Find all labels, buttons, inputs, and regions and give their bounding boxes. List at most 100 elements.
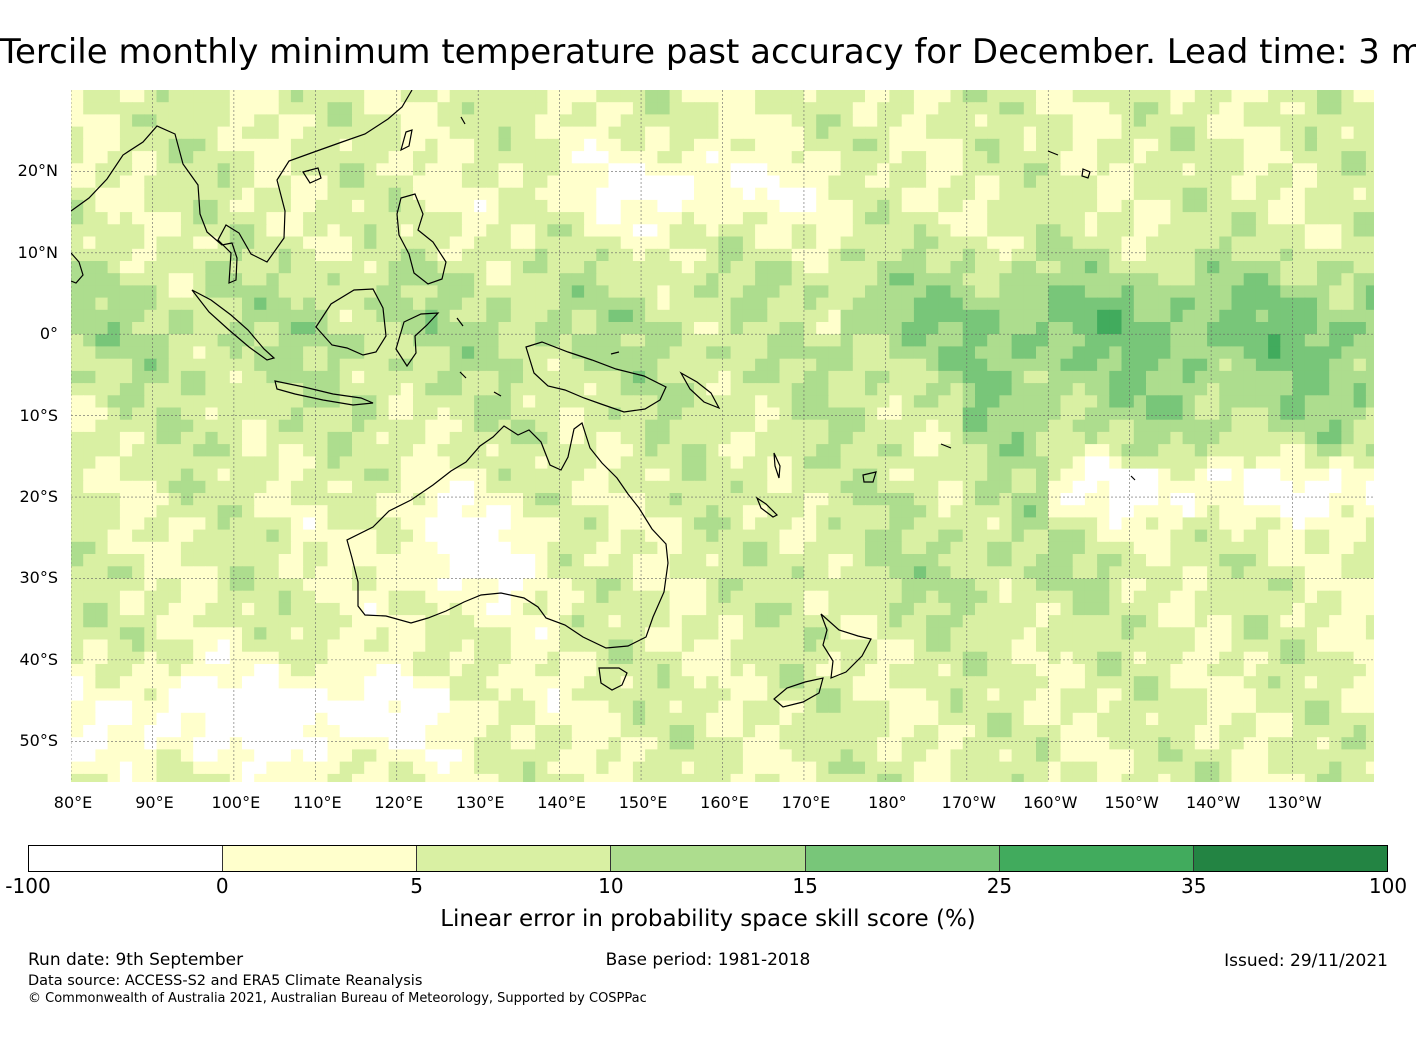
skill-cell xyxy=(327,639,341,653)
skill-cell xyxy=(413,102,426,115)
skill-cell xyxy=(681,554,695,567)
skill-cell xyxy=(865,261,878,274)
skill-cell xyxy=(1170,175,1184,189)
skill-cell xyxy=(816,407,829,421)
skill-cell xyxy=(1365,102,1374,115)
skill-cell xyxy=(840,163,854,177)
skill-cell xyxy=(1317,358,1330,372)
skill-cell xyxy=(1280,493,1294,506)
skill-cell xyxy=(1109,529,1123,543)
skill-cell xyxy=(1072,627,1086,641)
skill-cell xyxy=(327,566,341,580)
skill-cell xyxy=(254,529,267,543)
skill-cell xyxy=(474,456,487,470)
skill-cell xyxy=(132,627,145,641)
skill-cell xyxy=(1292,285,1306,299)
skill-cell xyxy=(584,163,597,177)
skill-cell xyxy=(1341,419,1355,433)
skill-cell xyxy=(681,480,695,494)
skill-cell xyxy=(278,285,292,299)
skill-cell xyxy=(461,456,475,470)
skill-cell xyxy=(706,187,719,201)
skill-cell xyxy=(71,175,84,189)
skill-cell xyxy=(828,126,842,140)
skill-cell xyxy=(1048,236,1062,250)
skill-cell xyxy=(669,273,683,286)
skill-cell xyxy=(1011,346,1025,360)
skill-cell xyxy=(816,566,829,580)
skill-cell xyxy=(144,358,158,372)
skill-cell xyxy=(645,541,658,555)
skill-cell xyxy=(1146,248,1159,262)
skill-cell xyxy=(510,444,524,457)
skill-cell xyxy=(132,248,145,262)
skill-cell xyxy=(559,358,573,372)
skill-cell xyxy=(1341,297,1355,311)
skill-cell xyxy=(1365,248,1374,262)
skill-cell xyxy=(571,578,585,592)
skill-cell xyxy=(1072,346,1086,360)
skill-cell xyxy=(889,395,903,409)
skill-cell xyxy=(144,651,158,665)
skill-cell xyxy=(352,199,365,213)
skill-cell xyxy=(681,651,695,665)
skill-cell xyxy=(987,615,1000,628)
skill-cell xyxy=(608,114,622,128)
skill-cell xyxy=(913,309,927,323)
skill-cell xyxy=(95,236,109,250)
skill-cell xyxy=(999,248,1013,262)
skill-cell xyxy=(1084,370,1098,384)
skill-cell xyxy=(1072,285,1086,299)
skill-cell xyxy=(1097,199,1110,213)
skill-cell xyxy=(1329,602,1342,616)
skill-cell xyxy=(254,590,267,604)
skill-cell xyxy=(1304,431,1318,445)
skill-cell xyxy=(620,541,634,555)
skill-cell xyxy=(1329,90,1342,103)
skill-cell xyxy=(1158,151,1171,164)
skill-cell xyxy=(803,346,817,360)
skill-cell xyxy=(474,529,487,543)
skill-cell xyxy=(437,627,451,641)
skill-cell xyxy=(107,590,121,604)
skill-cell xyxy=(352,493,365,506)
skill-cell xyxy=(242,236,255,250)
skill-cell xyxy=(755,602,768,616)
skill-cell xyxy=(461,419,475,433)
skill-cell xyxy=(840,431,854,445)
skill-cell xyxy=(1072,199,1086,213)
skill-cell xyxy=(632,639,646,653)
skill-cell xyxy=(1158,419,1171,433)
skill-cell xyxy=(1255,554,1269,567)
skill-cell xyxy=(425,151,439,164)
skill-cell xyxy=(352,602,365,616)
skill-cell xyxy=(339,651,353,665)
skill-cell xyxy=(388,175,402,189)
skill-cell xyxy=(119,285,133,299)
skill-cell xyxy=(437,651,451,665)
skill-cell xyxy=(645,114,658,128)
skill-cell xyxy=(791,419,805,433)
skill-cell xyxy=(1194,126,1208,140)
skill-cell xyxy=(1280,261,1294,274)
skill-cell xyxy=(1219,590,1233,604)
skill-cell xyxy=(547,517,561,531)
skill-cell xyxy=(791,163,805,177)
skill-cell xyxy=(852,114,866,128)
skill-cell xyxy=(205,529,219,543)
skill-cell xyxy=(95,102,109,115)
skill-cell xyxy=(413,444,426,457)
skill-cell xyxy=(1011,334,1025,347)
skill-cell xyxy=(1329,590,1342,604)
skill-cell xyxy=(474,505,487,518)
skill-cell xyxy=(168,554,182,567)
skill-cell xyxy=(1341,199,1355,213)
skill-cell xyxy=(205,138,219,152)
skill-cell xyxy=(1268,639,1281,653)
skill-cell xyxy=(1060,187,1074,201)
skill-cell xyxy=(290,126,304,140)
skill-cell xyxy=(1280,578,1294,592)
skill-cell xyxy=(681,187,695,201)
skill-cell xyxy=(242,554,255,567)
skill-cell xyxy=(95,444,109,457)
